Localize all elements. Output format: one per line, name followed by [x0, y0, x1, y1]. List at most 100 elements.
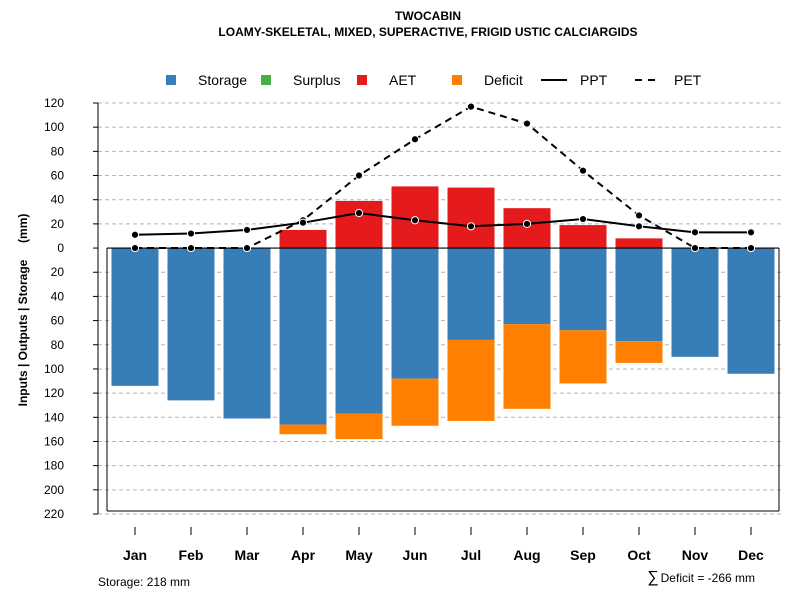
legend-aet-label: AET: [389, 72, 417, 88]
pet-point: [578, 166, 588, 175]
y-tick-label: 220: [44, 507, 64, 521]
aet-bar: [447, 187, 495, 249]
y-tick-label: 20: [51, 217, 65, 231]
pet-point: [186, 243, 196, 253]
storage-bar: [279, 248, 327, 425]
x-tick-label-nov: Nov: [682, 547, 709, 563]
x-tick-label-aug: Aug: [513, 547, 540, 563]
y-tick-label: 160: [44, 434, 64, 448]
y-tick-label: 80: [51, 144, 65, 158]
pet-point: [242, 243, 252, 253]
ppt-point: [466, 222, 476, 231]
ppt-point: [746, 228, 756, 237]
legend-pet-label: PET: [674, 72, 702, 88]
pet-point: [130, 243, 140, 253]
y-tick-label: 140: [44, 410, 64, 424]
x-tick-label-oct: Oct: [627, 547, 651, 563]
x-tick-label-dec: Dec: [738, 547, 764, 563]
series-lines: [130, 102, 756, 253]
y-axis-label: Inputs | Outputs | Storage (mm): [16, 214, 30, 407]
gridlines: [98, 102, 783, 515]
legend-deficit-label: Deficit: [484, 72, 523, 88]
ppt-point: [522, 219, 532, 228]
y-tick-label: 200: [44, 483, 64, 497]
pet-point: [690, 243, 700, 253]
legend-aet-swatch: [357, 75, 367, 85]
x-tick-label-jan: Jan: [123, 547, 147, 563]
y-tick-label: 40: [51, 193, 65, 207]
pet-point: [410, 135, 420, 144]
y-tick-label: 40: [51, 289, 65, 303]
x-tick-label-jul: Jul: [461, 547, 481, 563]
deficit-bar: [447, 339, 495, 421]
y-tick-label: 100: [44, 120, 64, 134]
ppt-point: [410, 216, 420, 225]
deficit-total-label: ∑ Deficit = -266 mm: [647, 569, 755, 586]
storage-bar: [223, 248, 271, 419]
storage-bar: [559, 248, 607, 331]
legend: Storage Surplus AET Deficit PPT PET: [166, 72, 702, 88]
legend-surplus-swatch: [261, 75, 271, 85]
x-tick-label-may: May: [345, 547, 372, 563]
legend-deficit-swatch: [452, 75, 462, 85]
ppt-point: [354, 208, 364, 218]
storage-bar: [727, 248, 775, 374]
pet-point: [634, 211, 644, 220]
storage-bar: [615, 248, 663, 342]
storage-bar: [671, 248, 719, 357]
storage-bar: [447, 248, 495, 340]
y-tick-label: 120: [44, 96, 64, 110]
deficit-bar: [559, 330, 607, 384]
legend-surplus-label: Surplus: [293, 72, 340, 88]
storage-bar: [503, 248, 551, 325]
y-tick-label: 60: [51, 314, 65, 328]
x-tick-label-feb: Feb: [179, 547, 204, 563]
y-axis: 1201008060402002040608010012014016018020…: [44, 96, 99, 521]
legend-storage-label: Storage: [198, 72, 247, 88]
x-axis: Jan Feb Mar Apr May Jun Jul Aug Sep Oct Nov Dec: [123, 527, 764, 563]
deficit-bar: [335, 413, 383, 440]
x-tick-label-apr: Apr: [291, 547, 316, 563]
y-tick-label: 20: [51, 265, 65, 279]
deficit-bar: [279, 424, 327, 435]
ppt-point: [578, 214, 588, 224]
deficit-total-value: Deficit = -266 mm: [661, 571, 755, 585]
y-tick-label: 60: [51, 169, 65, 183]
storage-total-label: Storage: 218 mm: [98, 575, 190, 589]
y-tick-label: 180: [44, 459, 64, 473]
chart-subtitle: LOAMY-SKELETAL, MIXED, SUPERACTIVE, FRIG…: [218, 25, 637, 39]
y-tick-label: 120: [44, 386, 64, 400]
ppt-point: [298, 218, 308, 227]
bars: [111, 186, 775, 440]
chart-title: TWOCABIN: [395, 9, 461, 23]
pet-line: [135, 105, 751, 250]
pet-point: [354, 171, 364, 180]
deficit-bar: [503, 324, 551, 409]
ppt-point: [130, 230, 140, 239]
aet-bar: [503, 208, 551, 249]
pet-point: [746, 243, 756, 253]
aet-bar: [335, 200, 383, 249]
aet-bar: [559, 225, 607, 249]
ppt-point: [634, 222, 644, 231]
y-tick-label: 80: [51, 338, 65, 352]
legend-storage-swatch: [166, 75, 176, 85]
x-tick-label-mar: Mar: [235, 547, 260, 563]
pet-point: [522, 119, 532, 128]
storage-bar: [167, 248, 215, 401]
x-tick-label-jun: Jun: [403, 547, 428, 563]
ppt-point: [186, 229, 196, 238]
aet-bar: [615, 238, 663, 249]
aet-bar: [279, 229, 327, 249]
sum-icon: ∑: [647, 569, 658, 586]
ppt-point: [690, 228, 700, 237]
ppt-point: [242, 225, 252, 235]
storage-bar: [391, 248, 439, 379]
y-tick-label: 100: [44, 362, 64, 376]
storage-bar: [335, 248, 383, 414]
x-tick-label-sep: Sep: [570, 547, 596, 563]
y-tick-label: 0: [57, 241, 64, 255]
pet-point: [466, 102, 476, 111]
deficit-bar: [391, 378, 439, 426]
